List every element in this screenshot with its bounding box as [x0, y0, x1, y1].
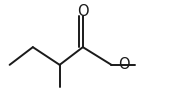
Text: O: O — [118, 57, 130, 72]
Text: O: O — [77, 4, 89, 19]
